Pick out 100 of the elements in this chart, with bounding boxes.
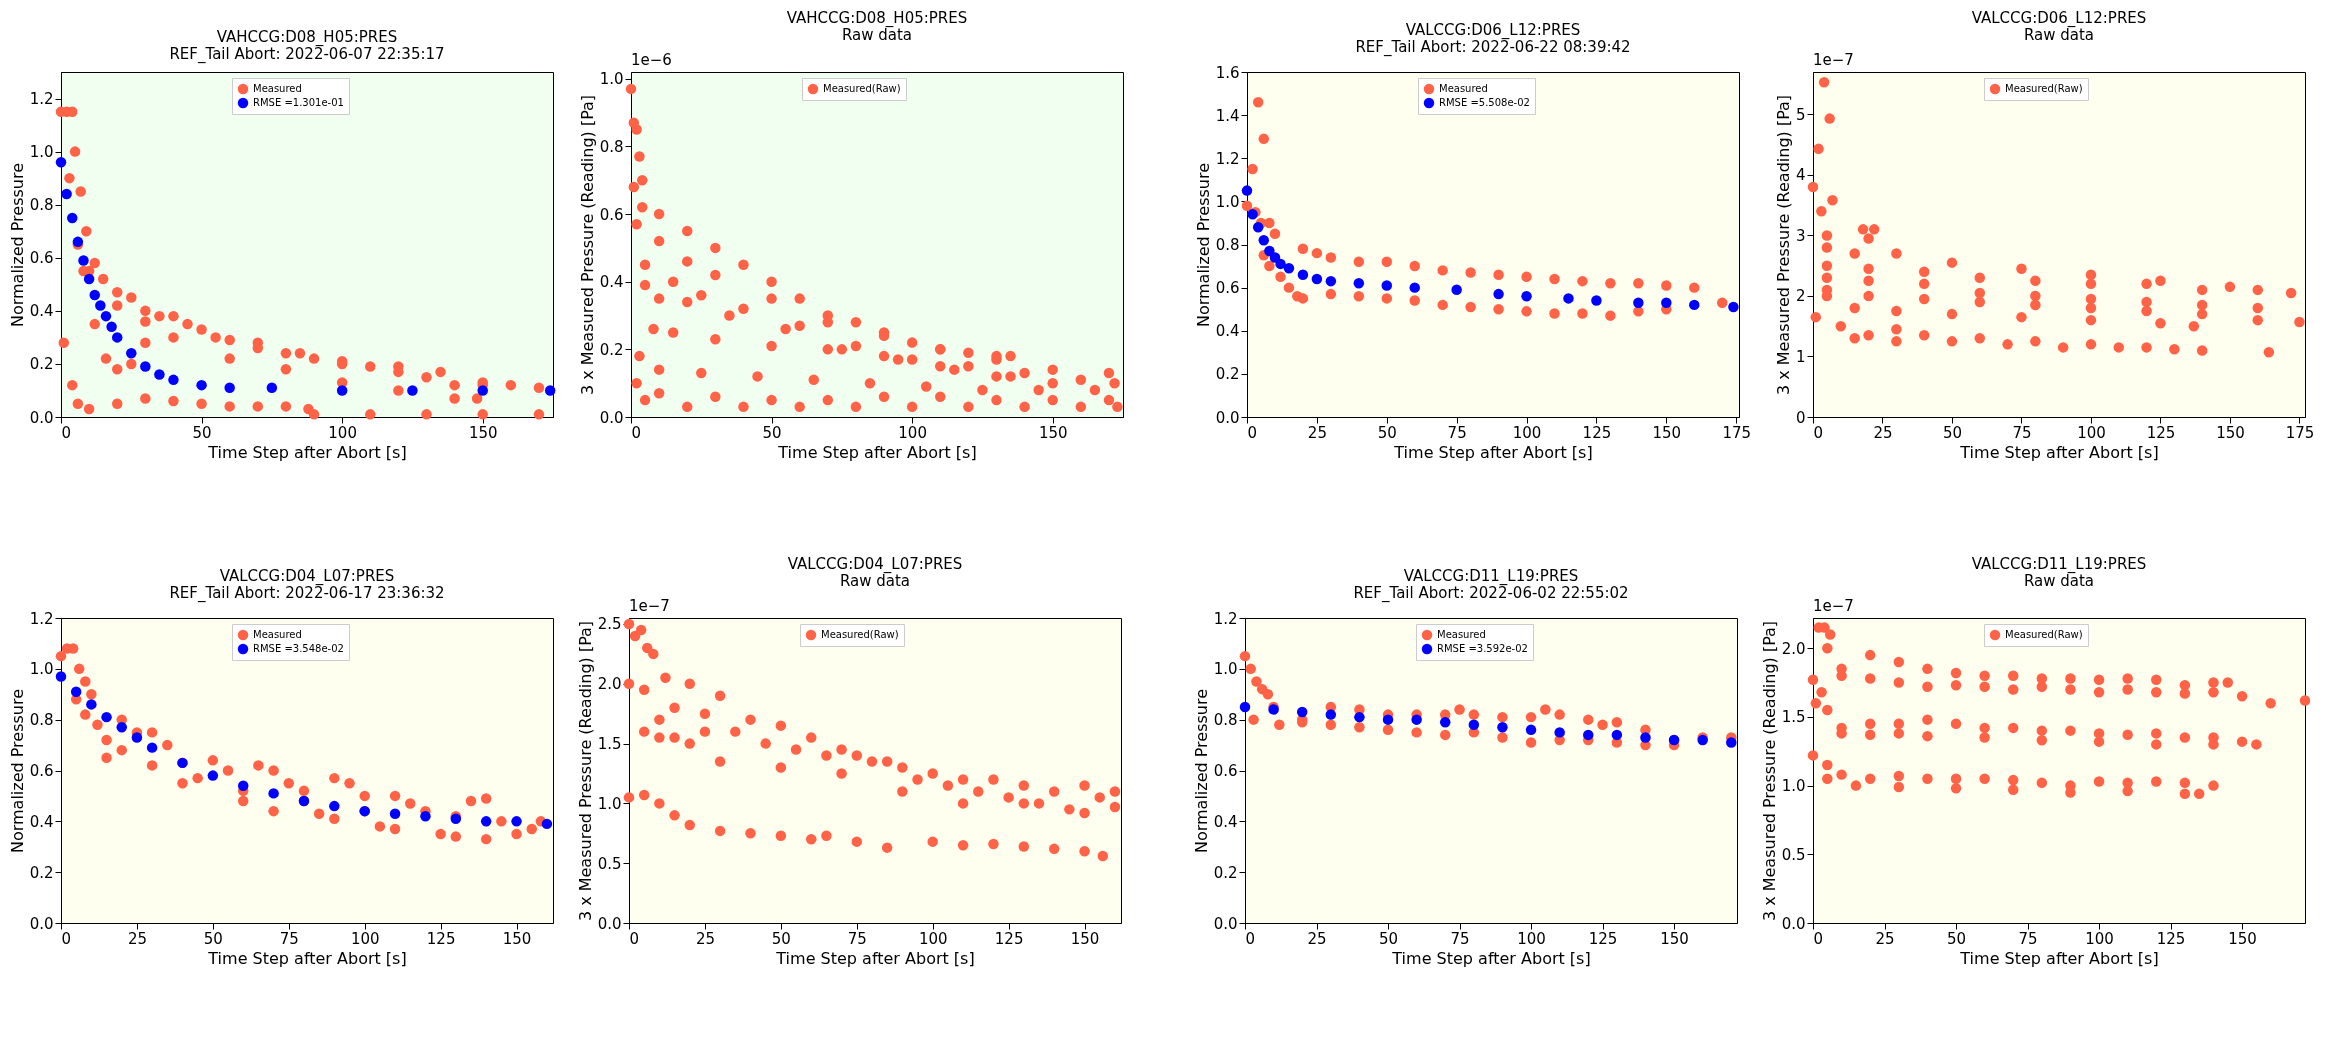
x-tick-label: 0 bbox=[1245, 929, 1256, 948]
x-tick-label: 150 bbox=[2216, 423, 2245, 442]
x-tick-label: 50 bbox=[771, 929, 791, 948]
legend-label: RMSE =1.301e-01 bbox=[253, 97, 344, 108]
x-tick-label: 75 bbox=[1450, 929, 1470, 948]
y-tick-label: 2.0 bbox=[597, 675, 622, 694]
x-tick-label: 50 bbox=[192, 423, 212, 442]
x-tick-label: 100 bbox=[350, 929, 380, 948]
x-tick-label: 0 bbox=[1813, 929, 1824, 948]
chart-title: VALCCG:D04_L07:PRES bbox=[219, 567, 395, 586]
y-tick-label: 0.0 bbox=[29, 408, 54, 427]
y-tick-label: 1.0 bbox=[599, 70, 624, 89]
x-tick-label: 125 bbox=[1582, 423, 1612, 442]
y-axis-title: Normalized Pressure bbox=[7, 162, 27, 328]
x-axis-title: Time Step after Abort [s] bbox=[775, 948, 975, 968]
legend-label: Measured(Raw) bbox=[2005, 83, 2083, 94]
y-tick-label: 5 bbox=[1795, 105, 1806, 124]
x-tick-label: 175 bbox=[1722, 423, 1752, 442]
y-tick-label: 0.8 bbox=[29, 711, 54, 730]
y-tick-label: 0 bbox=[1795, 408, 1806, 427]
chart-subtitle: REF_Tail Abort: 2022-06-02 22:55:02 bbox=[1353, 584, 1629, 603]
x-tick-label: 0 bbox=[61, 929, 72, 948]
y-tick-label: 0.2 bbox=[1213, 863, 1238, 882]
y-tick-label: 0.0 bbox=[1781, 914, 1806, 933]
x-tick-label: 50 bbox=[1946, 929, 1967, 948]
chart-subtitle: Raw data bbox=[841, 26, 913, 44]
y-tick-label: 1.0 bbox=[29, 143, 54, 162]
legend-label: Measured(Raw) bbox=[821, 629, 899, 640]
text: 1e−7 bbox=[1813, 597, 1854, 615]
y-axis-title: Normalized Pressure bbox=[1191, 688, 1211, 854]
x-tick-label: 50 bbox=[762, 423, 782, 442]
x-tick-label: 100 bbox=[898, 423, 927, 442]
y-tick-label: 2.5 bbox=[597, 615, 622, 634]
x-tick-label: 0 bbox=[61, 423, 72, 442]
y-axis-title: 3 x Measured Pressure (Reading) [Pa] bbox=[1773, 94, 1793, 396]
y-tick-label: 3 bbox=[1795, 226, 1806, 245]
x-axis-title: Time Step after Abort [s] bbox=[1959, 948, 2159, 968]
y-tick-label: 0.4 bbox=[29, 302, 54, 321]
x-tick-label: 50 bbox=[1378, 929, 1399, 948]
legend-label: Measured bbox=[253, 629, 302, 640]
y-tick-label: 2 bbox=[1795, 287, 1806, 306]
y-tick-label: 0.4 bbox=[29, 812, 54, 831]
y-tick-label: 0.8 bbox=[599, 137, 624, 156]
y-tick-label: 0.8 bbox=[1213, 711, 1238, 730]
x-tick-label: 100 bbox=[1512, 423, 1542, 442]
x-tick-label: 150 bbox=[2228, 929, 2257, 948]
chart-subtitle: REF_Tail Abort: 2022-06-17 23:36:32 bbox=[169, 584, 445, 603]
y-tick-label: 0.2 bbox=[599, 340, 624, 359]
x-axis-title: Time Step after Abort [s] bbox=[777, 442, 977, 462]
y-tick-label: 0.6 bbox=[29, 762, 54, 780]
y-tick-label: 1.2 bbox=[1213, 609, 1238, 628]
legend-label: Measured(Raw) bbox=[823, 83, 901, 94]
y-tick-label: 0.0 bbox=[29, 914, 54, 933]
chart-subtitle: REF_Tail Abort: 2022-06-07 22:35:17 bbox=[169, 45, 445, 64]
x-tick-label: 0 bbox=[1813, 423, 1824, 442]
y-tick-label: 2.0 bbox=[1781, 639, 1806, 658]
chart-title: VALCCG:D11_L19:PRES bbox=[1403, 567, 1579, 586]
chart-subtitle: Raw data bbox=[839, 572, 911, 590]
x-tick-label: 75 bbox=[279, 929, 299, 948]
y-tick-label: 0.4 bbox=[1215, 322, 1240, 341]
chart-title: VALCCG:D04_L07:PRES bbox=[787, 555, 963, 574]
chart-subtitle: Raw data bbox=[2023, 572, 2095, 590]
y-axis-title: 3 x Measured Pressure (Reading) [Pa] bbox=[575, 620, 595, 922]
x-tick-label: 175 bbox=[2285, 423, 2315, 442]
x-tick-label: 75 bbox=[847, 929, 867, 948]
x-tick-label: 25 bbox=[1875, 929, 1895, 948]
y-tick-label: 0.5 bbox=[597, 854, 622, 873]
y-tick-label: 1.2 bbox=[29, 609, 54, 628]
x-tick-label: 25 bbox=[1307, 423, 1327, 442]
chart-title: VAHCCG:D08_H05:PRES bbox=[786, 9, 968, 28]
x-tick-label: 100 bbox=[328, 423, 357, 442]
y-axis-title: 3 x Measured Pressure (Reading) [Pa] bbox=[1759, 620, 1779, 922]
x-tick-label: 150 bbox=[1660, 929, 1689, 948]
x-tick-label: 100 bbox=[1517, 929, 1546, 948]
y-tick-label: 0.6 bbox=[29, 249, 54, 268]
y-tick-label: 1.0 bbox=[1213, 660, 1238, 679]
chart-title: VALCCG:D06_L12:PRES bbox=[1971, 9, 2147, 28]
y-tick-label: 1.0 bbox=[597, 794, 622, 813]
y-tick-label: 1.0 bbox=[1781, 777, 1806, 796]
chart-title: VAHCCG:D08_H05:PRES bbox=[216, 28, 398, 47]
y-axis-title: 3 x Measured Pressure (Reading) [Pa] bbox=[577, 94, 597, 396]
text: 1e−7 bbox=[629, 597, 670, 615]
chart-subtitle: REF_Tail Abort: 2022-06-22 08:39:42 bbox=[1355, 38, 1631, 57]
y-axis-title: Normalized Pressure bbox=[7, 688, 27, 854]
x-tick-label: 0 bbox=[1247, 423, 1258, 442]
x-tick-label: 100 bbox=[2085, 929, 2114, 948]
y-tick-label: 0.0 bbox=[1213, 914, 1238, 933]
x-tick-label: 150 bbox=[1070, 929, 1100, 948]
x-tick-label: 25 bbox=[127, 929, 147, 948]
x-tick-label: 150 bbox=[502, 929, 532, 948]
y-tick-label: 0.0 bbox=[599, 408, 624, 427]
y-tick-label: 0.0 bbox=[597, 914, 622, 933]
y-tick-label: 0.6 bbox=[599, 205, 624, 224]
y-tick-label: 0.6 bbox=[1213, 762, 1238, 780]
x-tick-label: 100 bbox=[2077, 423, 2106, 442]
y-tick-label: 0.4 bbox=[599, 273, 624, 292]
y-tick-label: 0.2 bbox=[29, 355, 54, 374]
x-axis-title: Time Step after Abort [s] bbox=[1391, 948, 1591, 968]
x-tick-label: 125 bbox=[1588, 929, 1618, 948]
x-tick-label: 50 bbox=[1942, 423, 1963, 442]
